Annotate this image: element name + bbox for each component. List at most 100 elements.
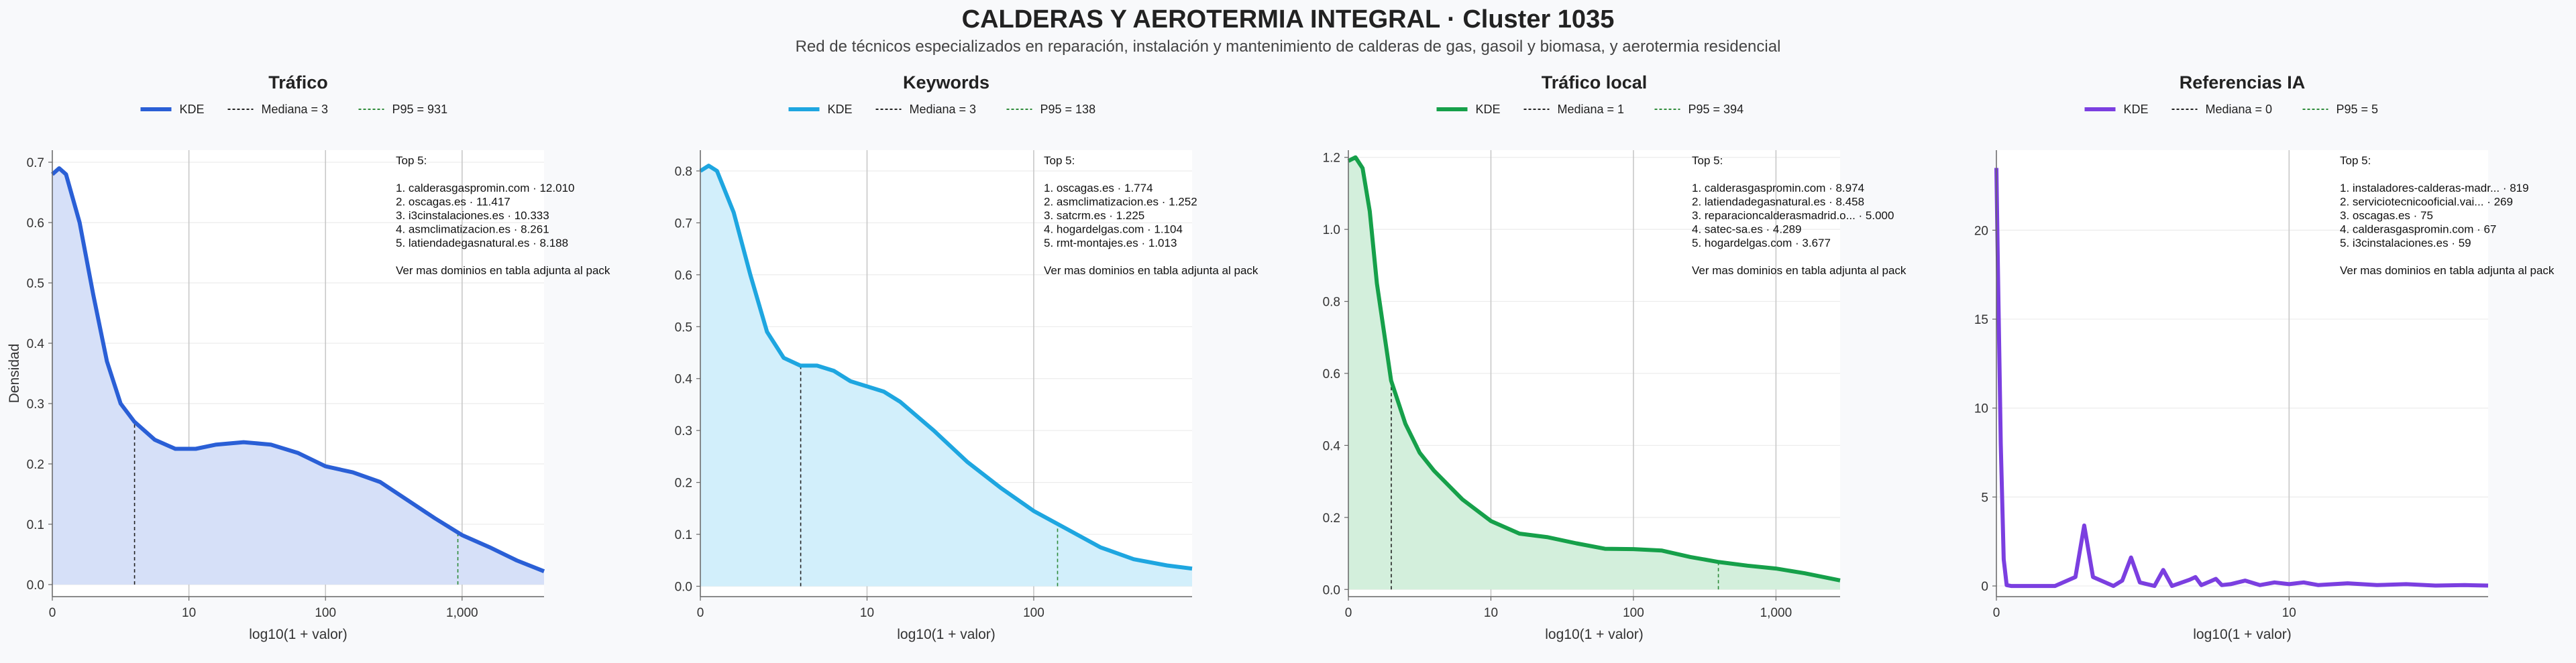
x-axis-title: log10(1 + valor) bbox=[1545, 627, 1644, 642]
y-tick-label: 5 bbox=[1981, 491, 1988, 505]
top5-note-line: 3. satcrm.es · 1.225 bbox=[1044, 209, 1144, 222]
x-tick-label: 0 bbox=[49, 606, 56, 620]
chart-panel-4: 0 5 10 15 20 0 10 log10(1 + valor) Referencias I… bbox=[1974, 72, 2555, 642]
legend-p95-label: P95 = 931 bbox=[392, 103, 448, 116]
legend: KDE Mediana = 0 P95 = 5 bbox=[2084, 103, 2379, 116]
top5-note-line: 1. oscagas.es · 1.774 bbox=[1044, 182, 1153, 194]
y-tick-label: 0.2 bbox=[675, 477, 692, 491]
legend-median-label: Mediana = 3 bbox=[262, 103, 329, 116]
legend-p95-label: P95 = 138 bbox=[1040, 103, 1096, 116]
legend-kde-label: KDE bbox=[828, 103, 853, 116]
x-tick-label: 1,000 bbox=[446, 606, 478, 620]
top5-note-line: 5. latiendadegasnatural.es · 8.188 bbox=[396, 237, 568, 249]
y-tick-label: 0.0 bbox=[1323, 583, 1340, 597]
top5-note-line: Ver mas dominios en tabla adjunta al pac… bbox=[1044, 264, 1258, 277]
top5-note-line: Top 5: bbox=[396, 154, 427, 167]
top5-note-line: 3. reparacioncalderasmadrid.o... · 5.000 bbox=[1692, 209, 1894, 222]
legend-median-label: Mediana = 1 bbox=[1558, 103, 1625, 116]
legend: KDE Mediana = 3 P95 = 138 bbox=[788, 103, 1096, 116]
y-tick-label: 1.2 bbox=[1323, 152, 1340, 166]
x-tick-label: 10 bbox=[860, 606, 874, 620]
top5-note-line: Top 5: bbox=[2340, 154, 2371, 167]
y-tick-label: 0.1 bbox=[675, 528, 692, 542]
legend-kde-label: KDE bbox=[180, 103, 205, 116]
y-tick-label: 15 bbox=[1974, 313, 1988, 327]
panel-title: Tráfico bbox=[268, 72, 328, 93]
top5-note-line: 2. serviciotecnicooficial.vai... · 269 bbox=[2340, 196, 2513, 208]
kde-line bbox=[699, 164, 1193, 571]
x-tick-label: 0 bbox=[697, 606, 704, 620]
top5-note-line: 5. i3cinstalaciones.es · 59 bbox=[2340, 237, 2471, 249]
y-tick-label: 0.6 bbox=[1323, 367, 1340, 381]
x-tick-label: 100 bbox=[1023, 606, 1044, 620]
kde-line bbox=[1347, 155, 1841, 583]
chart-panel-3: 0.0 0.2 0.4 0.6 0.8 1.0 1.2 0 10 100 1,000 log10(1 … bbox=[1323, 72, 1907, 642]
panel-title: Tráfico local bbox=[1542, 72, 1648, 93]
kde-line bbox=[51, 166, 545, 573]
top5-note-line: 1. instaladores-calderas-madr... · 819 bbox=[2340, 182, 2529, 194]
top5-note-line: 1. calderasgaspromin.com · 12.010 bbox=[396, 182, 574, 194]
top5-note-line: 3. i3cinstalaciones.es · 10.333 bbox=[396, 209, 549, 222]
legend-kde-label: KDE bbox=[1476, 103, 1501, 116]
y-tick-label: 10 bbox=[1974, 402, 1988, 416]
y-tick-label: 0.7 bbox=[675, 217, 692, 231]
top5-note-line: 4. satec-sa.es · 4.289 bbox=[1692, 223, 1801, 236]
x-axis-title: log10(1 + valor) bbox=[2193, 627, 2292, 642]
legend-p95-label: P95 = 394 bbox=[1688, 103, 1744, 116]
y-tick-label: 0.4 bbox=[1323, 439, 1341, 453]
y-tick-label: 0.1 bbox=[27, 518, 44, 532]
legend: KDE Mediana = 3 P95 = 931 bbox=[140, 103, 448, 116]
top5-note-line: 3. oscagas.es · 75 bbox=[2340, 209, 2433, 222]
y-axis-title: Densidad bbox=[7, 344, 22, 404]
y-tick-label: 0 bbox=[1981, 580, 1988, 594]
x-tick-label: 100 bbox=[1623, 606, 1644, 620]
top5-note-line: Ver mas dominios en tabla adjunta al pac… bbox=[2340, 264, 2555, 277]
y-tick-label: 1.0 bbox=[1323, 223, 1340, 237]
x-axis-title: log10(1 + valor) bbox=[897, 627, 996, 642]
chart-panel-1: 0.0 0.1 0.2 0.3 0.4 0.5 0.6 0.7 0 10 100 1,000 log10… bbox=[7, 72, 610, 642]
top5-note-line: 4. calderasgaspromin.com · 67 bbox=[2340, 223, 2496, 236]
top5-note-line: Ver mas dominios en tabla adjunta al pac… bbox=[396, 264, 610, 277]
y-tick-label: 0.8 bbox=[675, 165, 692, 179]
y-tick-label: 0.0 bbox=[27, 579, 44, 593]
top5-note-line: Top 5: bbox=[1044, 154, 1075, 167]
kde-area bbox=[1348, 157, 1840, 590]
y-tick-label: 0.2 bbox=[27, 458, 44, 472]
y-tick-label: 0.8 bbox=[1323, 296, 1340, 310]
y-tick-label: 0.3 bbox=[27, 398, 44, 412]
chart-panel-2: 0.0 0.1 0.2 0.3 0.4 0.5 0.6 0.7 0.8 0 10 100 log10(1… bbox=[675, 72, 1258, 642]
top5-note-line: Ver mas dominios en tabla adjunta al pac… bbox=[1692, 264, 1907, 277]
x-tick-label: 1,000 bbox=[1760, 606, 1792, 620]
top5-note-line: 4. asmclimatizacion.es · 8.261 bbox=[396, 223, 549, 236]
kde-area bbox=[52, 168, 544, 585]
x-tick-label: 0 bbox=[1993, 606, 2000, 620]
y-tick-label: 0.5 bbox=[675, 320, 692, 335]
panel-title: Referencias IA bbox=[2180, 72, 2306, 93]
page-subtitle: Red de técnicos especializados en repara… bbox=[795, 38, 1781, 56]
legend-kde-label: KDE bbox=[2124, 103, 2149, 116]
y-tick-label: 0.4 bbox=[27, 337, 45, 351]
y-tick-label: 0.6 bbox=[27, 217, 44, 231]
y-tick-label: 0.5 bbox=[27, 277, 44, 291]
top5-note-line: 2. oscagas.es · 11.417 bbox=[396, 196, 511, 208]
legend-p95-label: P95 = 5 bbox=[2337, 103, 2379, 116]
top5-note-line: 5. rmt-montajes.es · 1.013 bbox=[1044, 237, 1177, 249]
x-tick-label: 10 bbox=[2282, 606, 2296, 620]
y-tick-label: 0.6 bbox=[675, 269, 692, 283]
x-tick-label: 0 bbox=[1345, 606, 1352, 620]
plot-background bbox=[1996, 150, 2488, 597]
kde-area bbox=[700, 166, 1192, 587]
top5-note-line: Top 5: bbox=[1692, 154, 1723, 167]
x-tick-label: 10 bbox=[182, 606, 196, 620]
x-axis-title: log10(1 + valor) bbox=[249, 627, 347, 642]
x-tick-label: 100 bbox=[315, 606, 336, 620]
y-tick-label: 0.4 bbox=[675, 373, 693, 387]
kde-line bbox=[1994, 168, 2489, 589]
y-tick-label: 0.7 bbox=[27, 156, 44, 170]
legend-median-label: Mediana = 0 bbox=[2206, 103, 2273, 116]
top5-note-line: 5. hogardelgas.com · 3.677 bbox=[1692, 237, 1831, 249]
legend-median-label: Mediana = 3 bbox=[910, 103, 977, 116]
x-tick-label: 10 bbox=[1484, 606, 1498, 620]
y-tick-label: 0.2 bbox=[1323, 511, 1340, 526]
